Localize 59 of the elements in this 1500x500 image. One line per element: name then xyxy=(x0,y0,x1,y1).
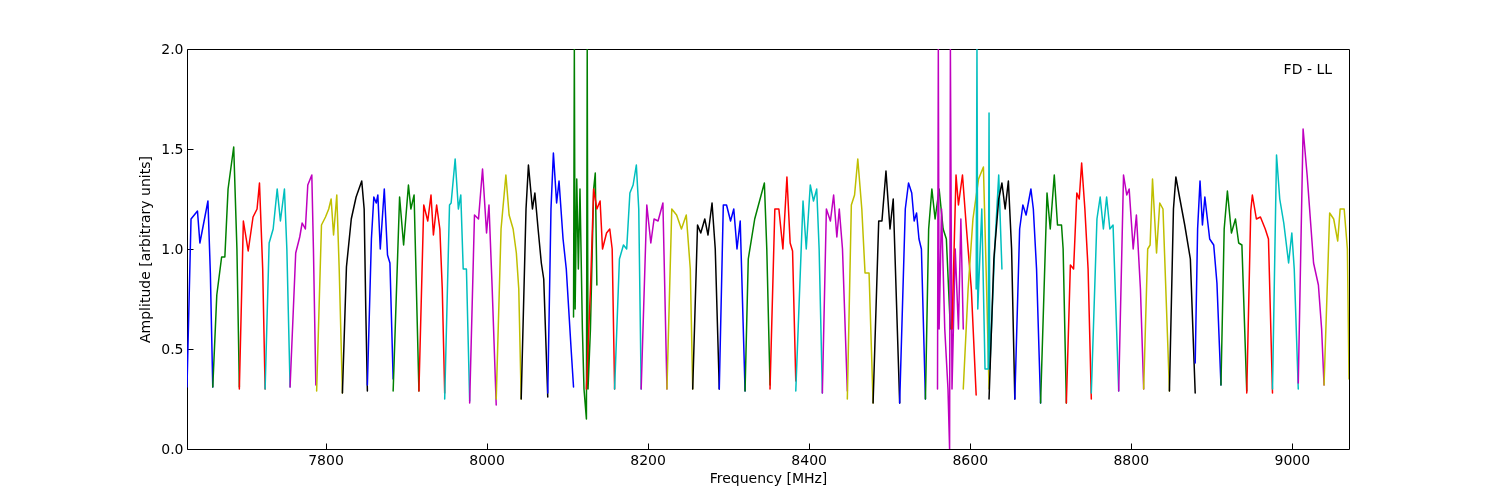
line-series xyxy=(495,174,522,400)
line-series xyxy=(1323,208,1349,386)
line-series xyxy=(898,182,927,404)
line-series xyxy=(1245,194,1274,394)
line-series xyxy=(1297,128,1325,386)
line-series xyxy=(366,188,394,386)
x-tick-label: 9000 xyxy=(1274,451,1311,468)
x-tick-label: 8800 xyxy=(1113,451,1150,468)
y-tick-label: 0.5 xyxy=(161,340,184,357)
line-series xyxy=(1065,162,1093,404)
line-series xyxy=(418,194,446,394)
y-tick-label: 2.0 xyxy=(161,40,184,57)
line-series xyxy=(744,182,771,392)
line-series xyxy=(443,158,471,402)
line-series xyxy=(585,188,616,390)
y-axis-title: Amplitude [arbitrary units] xyxy=(137,156,154,343)
line-series xyxy=(547,152,575,394)
line-series xyxy=(1039,174,1068,404)
x-axis-title: Frequency [MHz] xyxy=(709,469,828,486)
line-series xyxy=(315,194,344,394)
line-series xyxy=(392,184,420,392)
annotation: FD - LL xyxy=(1283,61,1333,77)
line-series xyxy=(924,188,952,400)
line-series xyxy=(1090,196,1120,394)
line-series xyxy=(795,184,824,394)
line-series xyxy=(468,168,497,406)
line-series xyxy=(821,194,849,394)
x-tick-label: 7800 xyxy=(308,451,344,468)
line-series xyxy=(238,182,266,390)
y-tick-label: 0.0 xyxy=(161,440,184,457)
line-series xyxy=(572,49,598,420)
line-series xyxy=(666,208,694,390)
y-tick-label: 1.0 xyxy=(161,240,184,257)
line-series xyxy=(975,49,1003,370)
line-series xyxy=(187,200,214,388)
line-series xyxy=(936,49,965,449)
line-series xyxy=(1271,154,1300,390)
x-tick-label: 8000 xyxy=(469,451,505,468)
x-tick-label: 8400 xyxy=(791,451,827,468)
line-series xyxy=(613,164,642,390)
line-series xyxy=(264,188,291,390)
line-series xyxy=(341,180,369,394)
line-series xyxy=(1117,174,1145,392)
line-series xyxy=(520,164,549,400)
line-series xyxy=(962,166,990,390)
line-series xyxy=(1142,178,1171,392)
line-series xyxy=(872,170,901,404)
x-tick-label: 8600 xyxy=(952,451,989,468)
y-tick-label: 1.5 xyxy=(161,140,184,157)
line-series xyxy=(769,176,797,390)
line-series xyxy=(212,146,241,388)
line-series xyxy=(1168,176,1196,394)
line-series xyxy=(289,174,317,388)
line-series xyxy=(718,204,746,392)
line-series xyxy=(988,180,1016,400)
x-tick-label: 8200 xyxy=(630,451,666,468)
line-series xyxy=(640,202,668,390)
line-series xyxy=(691,202,721,390)
line-series xyxy=(951,174,977,396)
